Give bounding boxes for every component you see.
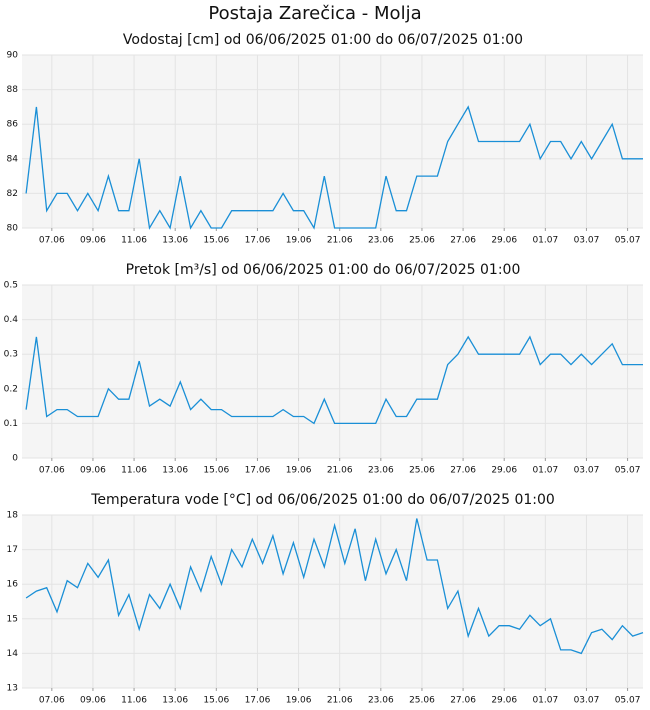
plot-area — [22, 55, 643, 228]
data-line — [25, 518, 644, 655]
y-tick-label: 0.3 — [4, 350, 18, 360]
x-tick-label: 03.07 — [574, 236, 600, 246]
x-tick-label: 15.06 — [203, 236, 229, 246]
y-tick-label: 15 — [7, 614, 18, 624]
x-tick-label: 03.07 — [574, 696, 600, 706]
x-tick-label: 25.06 — [409, 466, 435, 476]
x-tick-label: 09.06 — [80, 236, 106, 246]
x-tick-label: 07.06 — [39, 466, 65, 476]
y-tick-label: 86 — [7, 120, 19, 130]
x-tick-label: 13.06 — [162, 466, 188, 476]
x-tick-label: 19.06 — [286, 466, 312, 476]
x-tick-label: 19.06 — [286, 696, 312, 706]
x-tick-label: 11.06 — [121, 236, 147, 246]
x-tick-label: 17.06 — [245, 236, 271, 246]
x-tick-label: 29.06 — [491, 466, 517, 476]
y-tick-label: 16 — [7, 580, 19, 590]
data-line — [25, 105, 643, 230]
x-tick-label: 27.06 — [450, 466, 476, 476]
x-tick-label: 09.06 — [80, 466, 106, 476]
x-tick-label: 07.06 — [39, 696, 65, 706]
x-tick-label: 05.07 — [615, 236, 641, 246]
x-tick-label: 05.07 — [615, 696, 641, 706]
x-tick-label: 23.06 — [368, 466, 394, 476]
x-tick-label: 29.06 — [491, 236, 517, 246]
y-tick-label: 0.2 — [4, 384, 18, 394]
chart-title: Pretok [m³/s] od 06/06/2025 01:00 do 06/… — [126, 262, 521, 278]
chart-title: Vodostaj [cm] od 06/06/2025 01:00 do 06/… — [123, 32, 523, 48]
x-tick-label: 15.06 — [203, 696, 229, 706]
y-tick-label: 82 — [7, 189, 18, 199]
y-tick-label: 13 — [7, 684, 18, 694]
x-tick-label: 07.06 — [39, 236, 65, 246]
plot-area — [22, 515, 643, 688]
x-tick-label: 21.06 — [327, 696, 353, 706]
x-tick-label: 05.07 — [615, 466, 641, 476]
x-tick-label: 17.06 — [245, 466, 271, 476]
y-tick-label: 90 — [7, 51, 19, 61]
data-line — [25, 335, 643, 425]
y-tick-label: 0.5 — [4, 281, 18, 291]
chart-title: Temperatura vode [°C] od 06/06/2025 01:0… — [90, 492, 555, 508]
x-tick-label: 13.06 — [162, 696, 188, 706]
main-title: Postaja Zarečica - Molja — [208, 3, 421, 24]
x-tick-label: 19.06 — [286, 236, 312, 246]
x-tick-label: 13.06 — [162, 236, 188, 246]
x-tick-label: 01.07 — [532, 236, 558, 246]
x-tick-label: 09.06 — [80, 696, 106, 706]
x-tick-label: 21.06 — [327, 236, 353, 246]
x-tick-label: 03.07 — [574, 466, 600, 476]
x-tick-label: 27.06 — [450, 236, 476, 246]
x-tick-label: 15.06 — [203, 466, 229, 476]
x-tick-label: 23.06 — [368, 696, 394, 706]
x-tick-label: 25.06 — [409, 236, 435, 246]
x-tick-label: 27.06 — [450, 696, 476, 706]
x-tick-label: 21.06 — [327, 466, 353, 476]
x-tick-label: 11.06 — [121, 466, 147, 476]
x-tick-label: 29.06 — [491, 696, 517, 706]
x-tick-label: 01.07 — [532, 466, 558, 476]
y-tick-label: 14 — [7, 649, 19, 659]
y-tick-label: 84 — [7, 154, 19, 164]
x-tick-label: 11.06 — [121, 696, 147, 706]
y-tick-label: 0.1 — [4, 419, 18, 429]
plot-area — [22, 285, 643, 458]
y-tick-label: 0.4 — [4, 315, 19, 325]
y-tick-label: 17 — [7, 545, 18, 555]
y-tick-label: 80 — [7, 224, 19, 234]
y-tick-label: 0 — [12, 454, 18, 464]
y-tick-label: 18 — [7, 511, 19, 521]
x-tick-label: 01.07 — [532, 696, 558, 706]
y-tick-label: 88 — [7, 85, 19, 95]
x-tick-label: 25.06 — [409, 696, 435, 706]
x-tick-label: 23.06 — [368, 236, 394, 246]
x-tick-label: 17.06 — [245, 696, 271, 706]
